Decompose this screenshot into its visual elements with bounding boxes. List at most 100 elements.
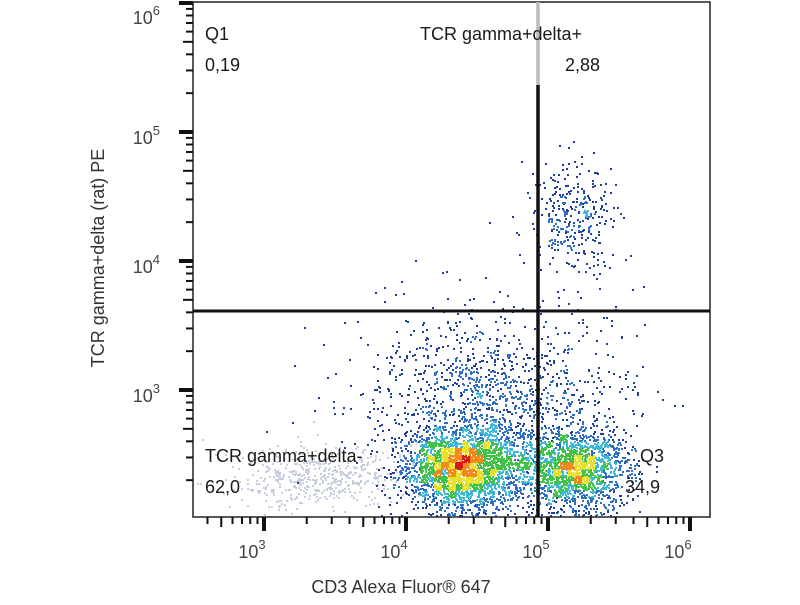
event-dot xyxy=(503,484,505,486)
event-dot xyxy=(641,415,643,417)
event-dot xyxy=(324,474,326,476)
event-dot xyxy=(377,477,379,479)
event-dot xyxy=(554,187,556,189)
event-dot xyxy=(452,399,454,401)
event-dot xyxy=(247,479,249,481)
event-dot xyxy=(554,490,556,492)
event-dot xyxy=(475,438,477,440)
event-dot xyxy=(427,498,429,500)
event-dot xyxy=(477,390,479,392)
event-dot xyxy=(508,462,510,464)
event-dot xyxy=(504,365,506,367)
event-dot xyxy=(462,402,464,404)
event-dot xyxy=(494,500,496,502)
event-dot xyxy=(460,493,462,495)
event-dot xyxy=(513,477,515,479)
event-dot xyxy=(486,461,488,463)
event-dot xyxy=(508,494,510,496)
event-dot xyxy=(534,490,536,492)
event-dot xyxy=(393,461,395,463)
event-dot xyxy=(239,481,241,483)
event-dot xyxy=(327,483,329,485)
event-dot xyxy=(509,391,511,393)
event-dot xyxy=(362,393,364,395)
event-dot xyxy=(486,394,488,396)
event-dot xyxy=(374,440,376,442)
event-dot xyxy=(306,449,308,451)
event-dot xyxy=(516,499,518,501)
event-dot xyxy=(562,169,564,171)
event-dot xyxy=(374,472,376,474)
event-dot xyxy=(527,453,529,455)
event-dot xyxy=(543,481,545,483)
event-dot xyxy=(302,479,304,481)
event-dot xyxy=(454,421,456,423)
event-dot xyxy=(609,267,611,269)
event-dot xyxy=(543,461,545,463)
event-dot xyxy=(238,468,240,470)
event-dot xyxy=(526,398,528,400)
event-dot xyxy=(515,495,517,497)
event-dot xyxy=(605,442,607,444)
event-dot xyxy=(307,452,309,454)
event-dot xyxy=(502,486,504,488)
event-dot xyxy=(458,495,460,497)
event-dot xyxy=(500,450,502,452)
event-dot xyxy=(441,478,443,480)
event-dot xyxy=(405,418,407,420)
event-dot xyxy=(325,462,327,464)
event-dot xyxy=(305,492,307,494)
event-dot xyxy=(299,464,301,466)
event-dot xyxy=(576,389,578,391)
event-dot xyxy=(420,388,422,390)
event-dot xyxy=(585,201,587,203)
event-dot xyxy=(539,366,541,368)
event-dot xyxy=(505,438,507,440)
event-dot xyxy=(553,225,555,227)
event-dot xyxy=(563,351,565,353)
event-dot xyxy=(632,498,634,500)
event-dot xyxy=(358,482,360,484)
event-dot xyxy=(500,444,502,446)
event-dot xyxy=(527,481,529,483)
event-dot xyxy=(432,493,434,495)
event-dot xyxy=(620,499,622,501)
event-dot xyxy=(583,455,585,457)
event-dot xyxy=(572,421,574,423)
event-dot xyxy=(461,491,463,493)
event-dot xyxy=(405,320,407,322)
event-dot xyxy=(528,468,530,470)
event-dot xyxy=(498,439,500,441)
event-dot xyxy=(398,342,400,344)
event-dot xyxy=(304,496,306,498)
event-dot xyxy=(497,433,499,435)
event-dot xyxy=(378,506,380,508)
event-dot xyxy=(430,446,432,448)
event-dot xyxy=(553,448,555,450)
event-dot xyxy=(494,487,496,489)
event-dot xyxy=(502,393,504,395)
event-dot xyxy=(504,447,506,449)
event-dot xyxy=(515,484,517,486)
event-dot xyxy=(573,450,575,452)
event-dot xyxy=(329,495,331,497)
event-dot xyxy=(357,446,359,448)
event-dot xyxy=(414,391,416,393)
event-dot xyxy=(520,452,522,454)
event-dot xyxy=(582,434,584,436)
event-dot xyxy=(615,487,617,489)
event-dot xyxy=(521,455,523,457)
event-dot xyxy=(362,469,364,471)
event-dot xyxy=(471,318,473,320)
event-dot xyxy=(529,415,531,417)
event-dot xyxy=(513,306,515,308)
event-dot xyxy=(425,484,427,486)
event-dot xyxy=(568,303,570,305)
event-dot xyxy=(285,467,287,469)
event-dot xyxy=(532,394,534,396)
event-dot xyxy=(550,490,552,492)
event-dot xyxy=(413,414,415,416)
event-dot xyxy=(459,434,461,436)
event-dot xyxy=(467,385,469,387)
event-dot xyxy=(333,497,335,499)
